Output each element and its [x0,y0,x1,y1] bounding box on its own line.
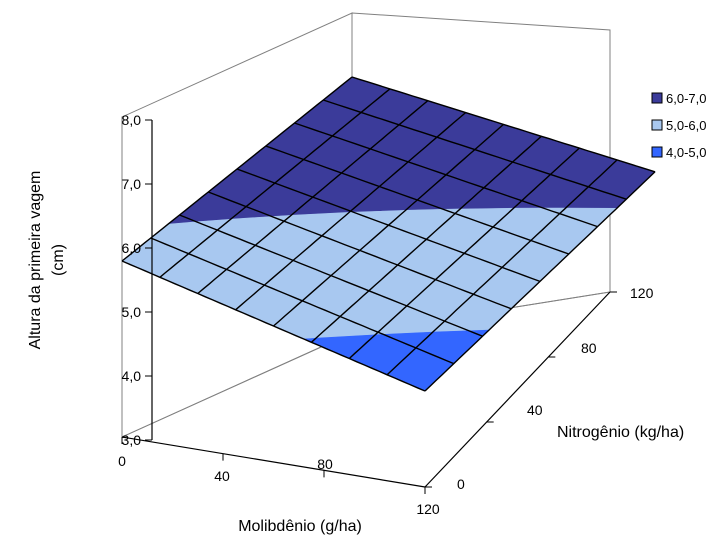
surface-grid-line [294,122,598,228]
x-tick-label: 80 [317,456,333,472]
y-tick-label: 120 [630,285,654,301]
z-tick-label: 5,0 [122,304,142,320]
surface-grid-line [348,147,580,360]
legend: 6,0-7,0 5,0-6,0 4,0-5,0 [651,91,706,160]
floor-edge-back-left [121,332,353,438]
y-axis-title: Nitrogênio (kg/ha) [557,424,684,441]
surface-grid-line [310,135,542,343]
legend-swatch-6-7 [651,92,663,104]
z-tick-label: 4,0 [122,368,142,384]
z-tick-label: 6,0 [122,240,142,256]
z-tick-label: 8,0 [122,112,142,128]
x-axis-title: Molibdênio (g/ha) [238,518,362,535]
z-tick-label: 7,0 [122,176,142,192]
z-axis-title-line1: Altura da primeira vagem [27,171,44,350]
z-axis-ticks: 3,0 4,0 5,0 6,0 7,0 8,0 [122,112,152,448]
y-axis-line [424,291,611,488]
surface-grid-line [386,159,618,376]
y-tick-label: 40 [527,402,543,418]
x-axis-ticks: 0 40 80 120 [118,437,440,517]
legend-swatch-4-5 [651,146,663,158]
legend-label-6-7: 6,0-7,0 [666,91,706,106]
surface-grid-line [265,145,570,255]
x-axis-line [121,436,426,488]
z-axis-title-line2: (cm) [50,244,67,276]
y-tick-label: 80 [581,340,597,356]
legend-label-4-5: 4,0-5,0 [666,145,706,160]
x-tick-label: 40 [214,468,230,484]
legend-swatch-5-6 [651,119,663,131]
surface-grid-line [236,168,541,283]
z-tick-label: 3,0 [122,432,142,448]
legend-label-5-6: 5,0-6,0 [666,118,706,133]
surface-grid-line [351,76,656,173]
surface-plot [121,76,656,392]
surface-grid-line [323,99,627,200]
surface-grid-line [424,171,656,392]
y-axis-ticks: 0 40 80 120 [425,285,654,492]
x-tick-label: 120 [416,501,440,517]
x-tick-label: 0 [118,453,126,469]
y-tick-label: 0 [457,476,465,492]
